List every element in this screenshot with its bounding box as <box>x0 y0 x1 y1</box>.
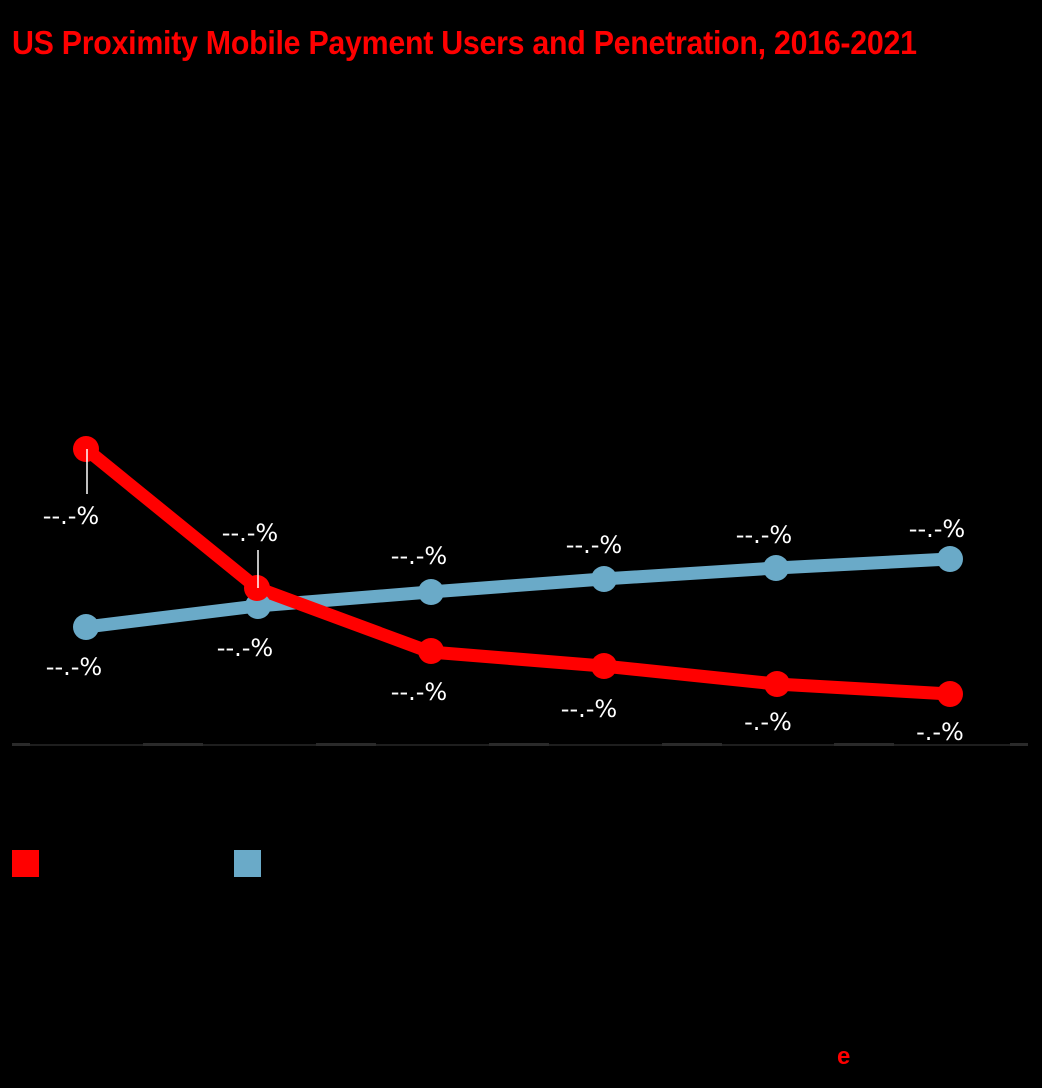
legend-swatch-red <box>12 850 39 877</box>
series-blue <box>85 552 951 634</box>
data-point[interactable] <box>591 653 617 679</box>
data-label: -.-% <box>916 718 964 746</box>
data-point[interactable] <box>937 681 963 707</box>
data-label: --.-% <box>43 502 99 530</box>
legend-item-blue[interactable] <box>234 850 456 877</box>
blue-markers <box>73 546 963 640</box>
data-label: --.-% <box>391 678 447 706</box>
data-point[interactable] <box>418 579 444 605</box>
data-label: --.-% <box>736 521 792 549</box>
data-label: --.-% <box>217 634 273 662</box>
data-point[interactable] <box>73 614 99 640</box>
data-label: -.-% <box>744 708 792 736</box>
data-label: --.-% <box>46 653 102 681</box>
blue-data-labels: --.-% --.-% --.-% --.-% --.-% --.-% <box>46 515 965 681</box>
data-label: --.-% <box>222 519 278 547</box>
legend-item-red[interactable] <box>12 850 234 877</box>
x-axis <box>12 743 1028 746</box>
data-point[interactable] <box>591 566 617 592</box>
red-markers <box>73 436 963 707</box>
chart-title: US Proximity Mobile Payment Users and Pe… <box>12 24 917 61</box>
data-point[interactable] <box>764 671 790 697</box>
data-point[interactable] <box>937 546 963 572</box>
data-point[interactable] <box>73 436 99 462</box>
data-point[interactable] <box>763 555 789 581</box>
series-red <box>81 443 951 701</box>
data-label: --.-% <box>566 531 622 559</box>
data-point[interactable] <box>418 638 444 664</box>
legend <box>12 850 456 877</box>
brand-logo-mark: e <box>837 1043 851 1070</box>
legend-swatch-blue <box>234 850 261 877</box>
data-label: --.-% <box>561 695 617 723</box>
red-data-labels: --.-% --.-% --.-% --.-% -.-% -.-% <box>43 502 964 746</box>
data-label: --.-% <box>909 515 965 543</box>
data-label: --.-% <box>391 542 447 570</box>
data-point[interactable] <box>244 575 270 601</box>
